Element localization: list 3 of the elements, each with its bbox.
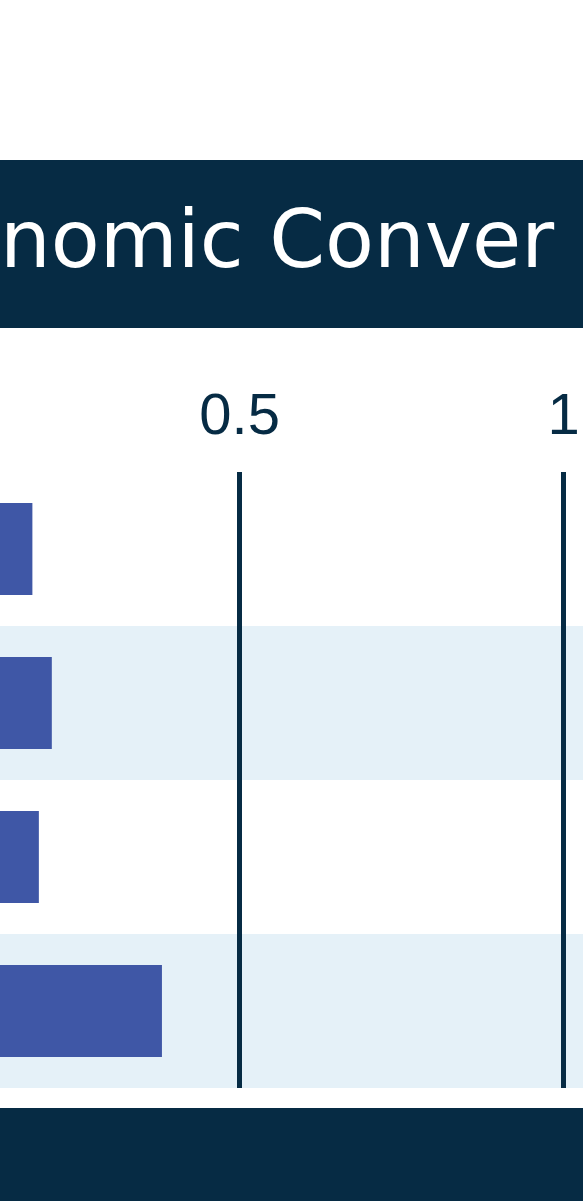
- x-tick-label: 0.5: [199, 380, 280, 446]
- x-tick-label: 1: [547, 380, 580, 446]
- chart-title: nomic Conver: [0, 192, 555, 288]
